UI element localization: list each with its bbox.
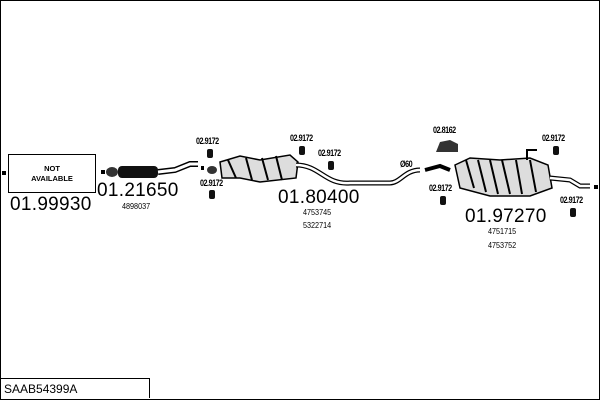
rubber-mount-icon xyxy=(570,208,576,217)
oem-number: 5322714 xyxy=(303,220,332,230)
na-label-line1: NOT xyxy=(44,164,60,174)
connector-marker xyxy=(2,171,6,175)
mount-ref: 02.9172 xyxy=(200,178,223,188)
not-available-box: NOT AVAILABLE xyxy=(8,154,96,193)
oem-number: 4753752 xyxy=(488,240,517,250)
rear-muffler xyxy=(424,149,590,197)
rubber-mount-icon xyxy=(553,146,559,155)
clamp-ref: 02.8162 xyxy=(433,125,456,135)
mount-ref: 02.9172 xyxy=(542,133,565,143)
connector-marker xyxy=(594,185,598,189)
na-label-line2: AVAILABLE xyxy=(31,173,73,183)
part-number: 01.21650 xyxy=(97,180,179,201)
mount-ref: 02.9172 xyxy=(290,133,313,143)
rubber-mount-icon xyxy=(328,161,334,170)
mount-ref: 02.9172 xyxy=(429,183,452,193)
mount-icons xyxy=(207,140,576,217)
oem-number: 4898037 xyxy=(122,201,151,211)
rubber-mount-icon xyxy=(440,196,446,205)
oem-number: 4751715 xyxy=(488,226,517,236)
mount-ref: 02.9172 xyxy=(196,136,219,146)
part-number: 01.97270 xyxy=(465,206,547,227)
clamp-icon xyxy=(436,140,458,152)
rubber-mount-icon xyxy=(299,146,305,155)
part-number: 01.99930 xyxy=(10,194,92,215)
diagram-code: SAAB54399A xyxy=(0,378,150,398)
center-muffler xyxy=(201,154,421,186)
rubber-mount-icon xyxy=(207,149,213,158)
part-number: 01.80400 xyxy=(278,187,360,208)
mount-ref: 02.9172 xyxy=(560,195,583,205)
rubber-mount-icon xyxy=(209,190,215,199)
oem-number: 4753745 xyxy=(303,207,332,217)
pipe-diameter: Ø60 xyxy=(400,159,413,169)
front-pipe xyxy=(101,161,198,178)
mount-ref: 02.9172 xyxy=(318,148,341,158)
